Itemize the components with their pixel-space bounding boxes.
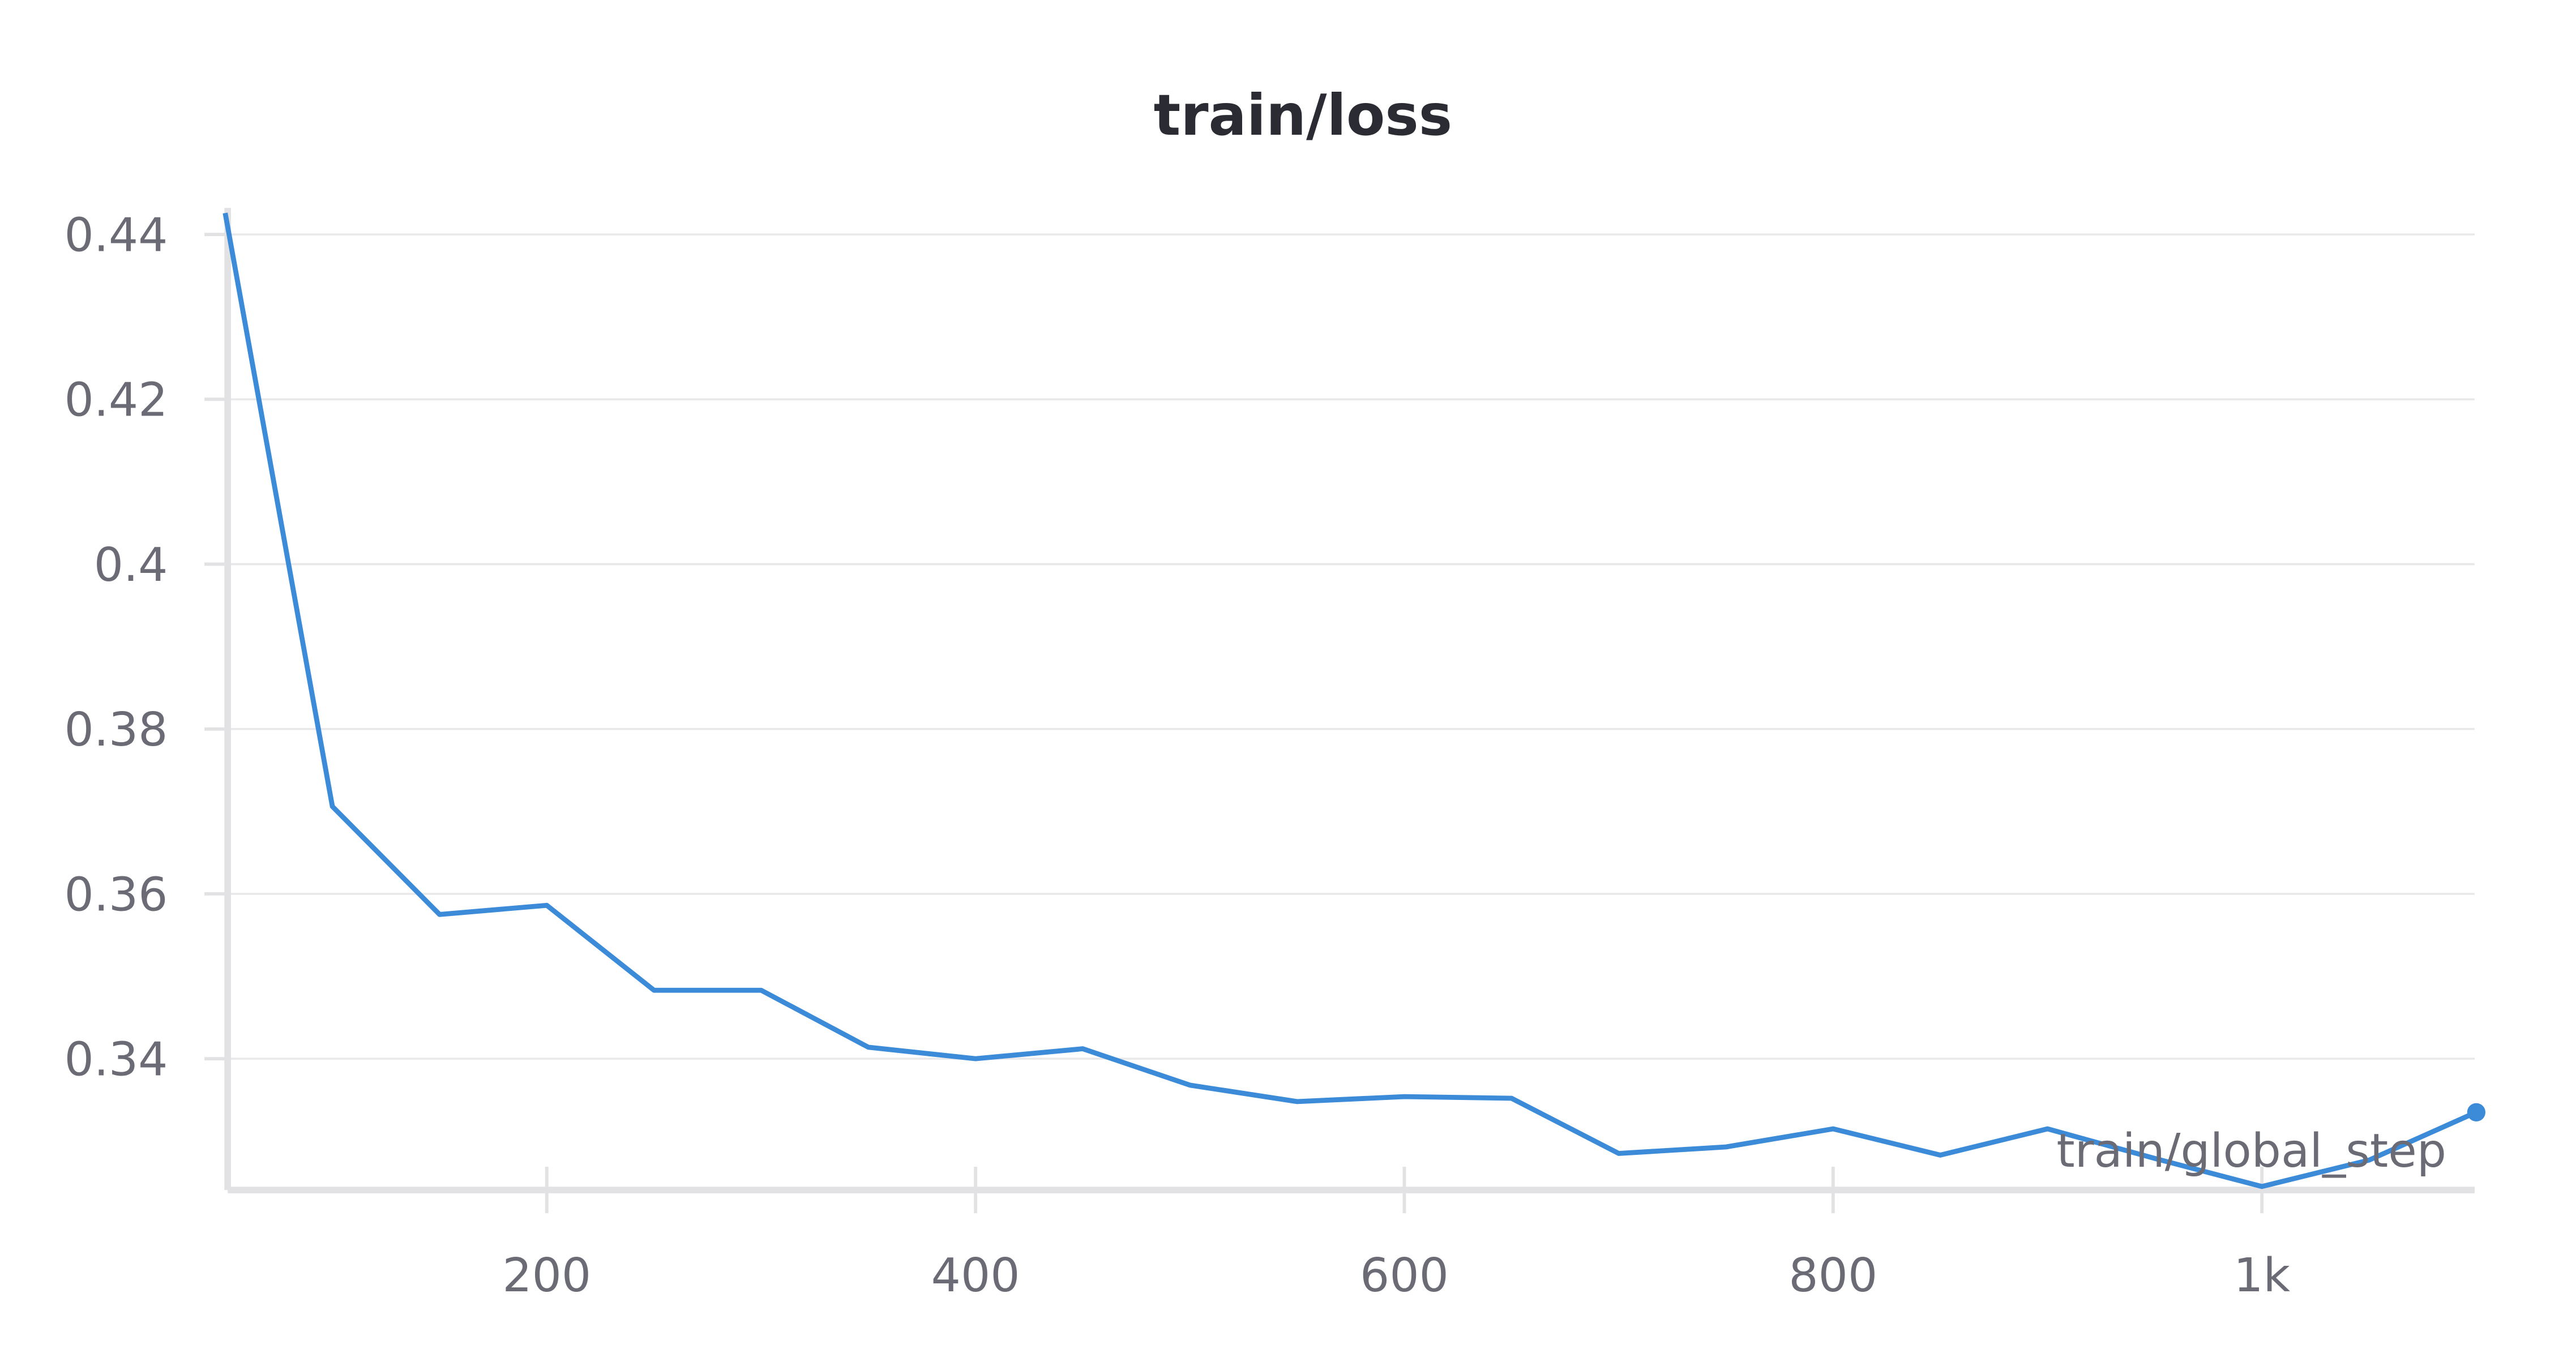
last-point-marker: [2467, 1103, 2486, 1121]
y-tick-label: 0.44: [64, 209, 168, 263]
grid: [228, 233, 2475, 1060]
tick-labels: 0.34 0.36 0.38 0.4 0.42 0.44 200 400 600 800 1k: [64, 209, 2290, 1303]
x-tick-label: 1k: [2233, 1249, 2290, 1303]
y-tick-label: 0.4: [94, 538, 168, 592]
x-tick-label: 800: [1788, 1249, 1877, 1303]
x-tick-label: 400: [931, 1249, 1020, 1303]
x-tick-label: 600: [1360, 1249, 1449, 1303]
x-axis-label: train/global_step: [2057, 1124, 2447, 1178]
y-tick-label: 0.34: [64, 1033, 168, 1087]
axes: [204, 208, 2475, 1214]
series-group: [222, 212, 2486, 1189]
x-tick-label: 200: [502, 1249, 591, 1303]
y-tick-label: 0.42: [64, 374, 168, 427]
y-tick-label: 0.36: [64, 868, 168, 922]
chart-title: train/loss: [1154, 82, 1453, 148]
y-tick-label: 0.38: [64, 703, 168, 757]
series-line: [222, 212, 2477, 1189]
